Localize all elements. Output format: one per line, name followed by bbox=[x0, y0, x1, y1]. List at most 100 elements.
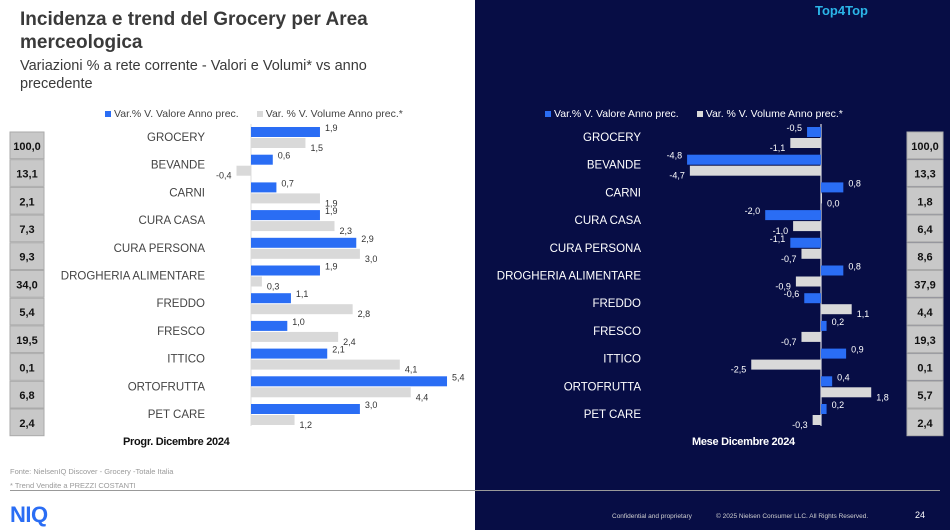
category-label: CURA CASA bbox=[139, 215, 206, 227]
share-box bbox=[9, 325, 45, 354]
data-label: 1,1 bbox=[857, 309, 870, 319]
volume-bar bbox=[251, 304, 353, 315]
legend-item-valore: Var.% V. Valore Anno prec. bbox=[545, 108, 679, 120]
valore-bar bbox=[821, 265, 844, 276]
share-box bbox=[9, 380, 45, 409]
category-label: ORTOFRUTTA bbox=[128, 381, 206, 393]
share-box bbox=[906, 131, 944, 160]
data-label: 0,2 bbox=[832, 317, 845, 327]
share-value: 13,1 bbox=[16, 169, 37, 181]
category-label: BEVANDE bbox=[151, 160, 205, 172]
legend-item-valore: Var.% V. Valore Anno prec. bbox=[105, 108, 239, 120]
share-value: 5,4 bbox=[19, 307, 35, 319]
data-label: 0,2 bbox=[832, 400, 845, 410]
page-title: Incidenza e trend del Grocery per Area m… bbox=[20, 9, 368, 53]
legend-label: Var.% V. Valore Anno prec. bbox=[114, 108, 239, 120]
volume-bar bbox=[251, 415, 295, 425]
share-box bbox=[9, 159, 45, 187]
source-note: Fonte: NielsenIQ Discover - Grocery -Tot… bbox=[10, 467, 174, 476]
footer-divider bbox=[10, 490, 940, 491]
category-label: FREDDO bbox=[156, 298, 205, 310]
valore-bar bbox=[251, 376, 448, 387]
data-label: 3,0 bbox=[365, 400, 378, 410]
share-value: 4,4 bbox=[917, 307, 933, 319]
share-box bbox=[9, 408, 45, 437]
volume-bar bbox=[251, 193, 320, 204]
data-label: 0,6 bbox=[278, 151, 291, 161]
category-label: FRESCO bbox=[157, 326, 205, 338]
data-label: 1,9 bbox=[325, 123, 338, 133]
valore-bar bbox=[251, 404, 360, 414]
share-value: 13,3 bbox=[914, 169, 935, 181]
share-box bbox=[9, 270, 45, 298]
volume-bar bbox=[251, 138, 306, 148]
data-label: -0,6 bbox=[784, 289, 800, 299]
valore-bar bbox=[251, 127, 320, 137]
valore-bar bbox=[251, 182, 277, 193]
data-label: -0,3 bbox=[792, 420, 808, 430]
valore-bar bbox=[765, 210, 821, 221]
data-label: 0,8 bbox=[848, 262, 861, 272]
data-label: -1,1 bbox=[770, 143, 786, 153]
category-label: BEVANDE bbox=[587, 160, 641, 172]
share-box bbox=[9, 297, 45, 326]
valore-bar bbox=[821, 182, 844, 193]
category-label: CURA PERSONA bbox=[550, 243, 642, 255]
share-value: 34,0 bbox=[16, 279, 37, 291]
share-value: 9,3 bbox=[19, 252, 34, 264]
data-label: -0,7 bbox=[781, 337, 797, 347]
volume-bar bbox=[790, 138, 821, 148]
category-label: ITTICO bbox=[167, 354, 205, 366]
legend-left: Var.% V. Valore Anno prec. Var. % V. Vol… bbox=[105, 108, 403, 120]
data-label: 0,7 bbox=[281, 178, 294, 188]
page-number: 24 bbox=[915, 510, 926, 520]
volume-bar bbox=[236, 165, 251, 176]
legend-item-volume: Var. % V. Volume Anno prec.* bbox=[696, 108, 843, 120]
data-label: -0,9 bbox=[775, 282, 791, 292]
brand-label: Top4Top bbox=[815, 3, 868, 18]
data-label: -4,8 bbox=[667, 151, 683, 161]
share-value: 19,5 bbox=[16, 335, 37, 347]
data-label: 0,0 bbox=[827, 198, 840, 208]
data-label: -2,5 bbox=[731, 365, 747, 375]
share-value: 5,7 bbox=[917, 390, 932, 402]
data-label: -0,4 bbox=[216, 171, 232, 181]
legend-label: Var.% V. Valore Anno prec. bbox=[554, 108, 679, 120]
data-label: 4,4 bbox=[416, 392, 429, 402]
data-label: -1,1 bbox=[770, 234, 786, 244]
data-label: 0,8 bbox=[848, 178, 861, 188]
data-label: 2,1 bbox=[332, 345, 345, 355]
legend-swatch-icon bbox=[105, 111, 111, 118]
niq-logo: NIQ bbox=[10, 502, 48, 527]
valore-bar bbox=[821, 348, 847, 359]
volume-bar bbox=[751, 359, 821, 370]
legend-swatch-icon bbox=[545, 111, 551, 118]
right-panel-background bbox=[475, 0, 950, 530]
share-box bbox=[906, 270, 944, 298]
volume-bar bbox=[251, 276, 262, 287]
volume-bar bbox=[812, 415, 821, 425]
valore-bar bbox=[251, 320, 288, 331]
data-label: -0,5 bbox=[787, 123, 803, 133]
volume-bar bbox=[251, 331, 339, 342]
valore-bar bbox=[821, 376, 833, 387]
share-box bbox=[906, 242, 944, 271]
data-label: 0,4 bbox=[837, 372, 850, 382]
volume-bar bbox=[821, 304, 852, 315]
data-label: 1,9 bbox=[325, 262, 338, 272]
share-box bbox=[906, 186, 944, 215]
share-box bbox=[906, 408, 944, 437]
share-box bbox=[906, 159, 944, 187]
volume-bar bbox=[251, 248, 360, 259]
valore-bar bbox=[251, 293, 291, 304]
share-box bbox=[9, 242, 45, 271]
share-value: 37,9 bbox=[914, 279, 935, 291]
share-value: 6,4 bbox=[917, 224, 933, 236]
legend-label: Var. % V. Volume Anno prec.* bbox=[705, 108, 843, 120]
share-box bbox=[906, 380, 944, 409]
share-value: 1,8 bbox=[917, 196, 932, 208]
share-value: 100,0 bbox=[911, 141, 939, 153]
legend-swatch-icon bbox=[256, 111, 263, 118]
share-value: 0,1 bbox=[19, 362, 34, 374]
share-box bbox=[9, 353, 45, 381]
